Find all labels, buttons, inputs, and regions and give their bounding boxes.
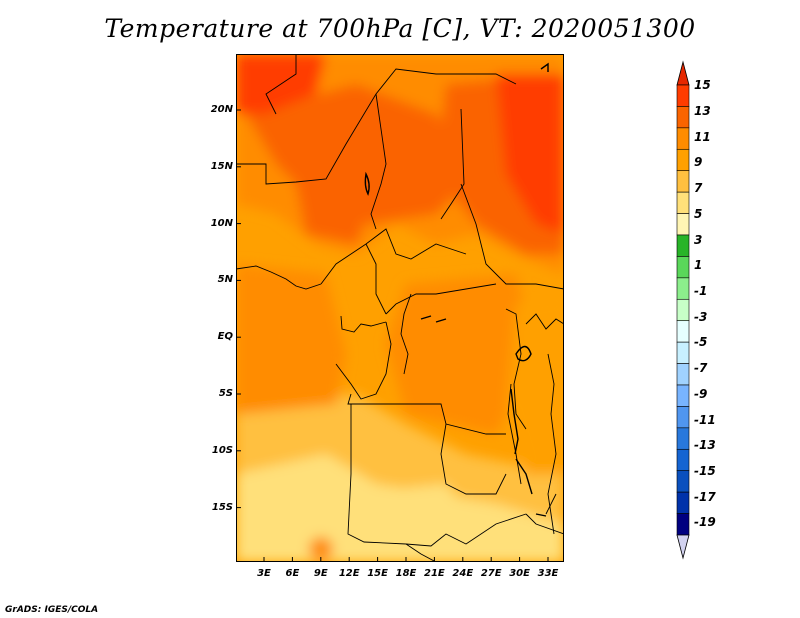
colorbar-level-label: -3	[694, 309, 708, 324]
latitude-tick-label: 15N	[210, 160, 233, 172]
longitude-tick-label: 9E	[313, 568, 328, 579]
latitude-tick-label: 5S	[218, 388, 233, 399]
colorbar-swatch	[676, 406, 690, 429]
colorbar-swatch	[676, 148, 690, 172]
colorbar-swatch	[676, 470, 690, 493]
colorbar-swatch	[676, 320, 690, 343]
colorbar-swatch	[676, 191, 690, 214]
colorbar-bottom-arrow	[676, 534, 690, 560]
colorbar-swatch	[676, 170, 690, 193]
grads-credit: GrADS: IGES/COLA	[5, 605, 99, 615]
colorbar-level-label: -1	[694, 284, 708, 298]
colorbar-swatch	[676, 341, 690, 364]
longitude-tick-label: 27E	[480, 568, 502, 579]
colorbar-swatch	[676, 127, 690, 150]
colorbar-level-label: 7	[694, 181, 703, 196]
colorbar-swatch	[676, 256, 690, 279]
longitude-tick-label: 33E	[537, 568, 559, 579]
colorbar-swatch	[676, 84, 690, 107]
colorbar-swatch	[676, 513, 690, 536]
latitude-tick-label: 20N	[210, 104, 233, 115]
colorbar-level-label: 5	[694, 206, 703, 221]
temperature-field	[236, 54, 564, 562]
longitude-tick-label: 15E	[367, 568, 388, 579]
color-legend	[676, 60, 690, 560]
colorbar-level-label: -9	[694, 386, 708, 401]
colorbar-level-label: -15	[694, 464, 716, 478]
longitude-tick-label: 24E	[452, 568, 474, 579]
colorbar-level-label: -17	[694, 489, 716, 504]
map-title: Temperature at 700hPa [C], VT: 202005130…	[104, 14, 696, 43]
colorbar-swatch	[676, 384, 690, 407]
colorbar-swatch	[676, 363, 690, 386]
colorbar-level-label: -13	[694, 438, 716, 453]
colorbar-level-label: 1	[694, 258, 703, 273]
colorbar-swatch	[676, 298, 690, 322]
longitude-tick-label: 18E	[395, 568, 417, 579]
colorbar-level-label: 13	[694, 104, 711, 118]
latitude-tick-label: 10N	[210, 217, 233, 229]
colorbar-swatch	[676, 277, 690, 300]
longitude-tick-label: 12E	[338, 568, 360, 579]
latitude-tick-label: 5N	[217, 274, 233, 286]
latitude-tick-label: 10S	[211, 444, 233, 456]
colorbar-level-label: -11	[694, 412, 716, 427]
colorbar-swatch	[676, 448, 690, 472]
axis-ticks	[236, 109, 549, 562]
longitude-tick-label: 30E	[509, 568, 530, 579]
colorbar-top-arrow	[676, 60, 690, 86]
temperature-map	[236, 54, 564, 562]
colorbar-level-label: -5	[694, 335, 708, 350]
colorbar-level-label: -19	[694, 515, 716, 530]
colorbar-swatch	[676, 106, 690, 129]
map-border	[236, 54, 564, 562]
country-borders	[236, 54, 564, 562]
colorbar-level-label: 11	[694, 129, 711, 144]
colorbar-swatch	[676, 427, 690, 450]
lakes	[364, 62, 549, 517]
colorbar-level-label: 9	[694, 155, 703, 170]
latitude-tick-label: 15S	[211, 501, 233, 513]
colorbar-swatch	[676, 234, 690, 257]
longitude-tick-label: 3E	[257, 568, 271, 579]
longitude-tick-label: 6E	[285, 568, 300, 579]
colorbar-swatch	[676, 213, 690, 236]
latitude-tick-label: EQ	[217, 331, 233, 343]
colorbar-level-label: 15	[694, 78, 711, 93]
colorbar-level-label: -7	[694, 361, 708, 376]
colorbar-swatch	[676, 491, 690, 514]
colorbar-level-label: 3	[694, 232, 703, 247]
longitude-tick-label: 21E	[424, 568, 445, 579]
